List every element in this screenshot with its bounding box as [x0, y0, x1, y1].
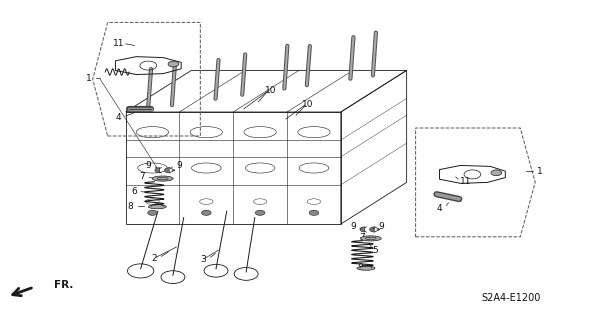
Circle shape	[255, 210, 265, 215]
Circle shape	[168, 61, 179, 67]
Circle shape	[309, 210, 319, 215]
Text: FR.: FR.	[54, 280, 73, 290]
Text: 10: 10	[264, 86, 276, 95]
Text: 8: 8	[127, 202, 133, 211]
Text: 7: 7	[359, 233, 365, 242]
Text: 11: 11	[459, 177, 471, 186]
Text: 4: 4	[115, 113, 121, 122]
Text: 7: 7	[139, 172, 145, 181]
Text: 6: 6	[131, 187, 137, 196]
Circle shape	[491, 170, 502, 176]
Wedge shape	[155, 168, 160, 173]
Text: 11: 11	[112, 39, 124, 48]
Ellipse shape	[360, 236, 382, 241]
Ellipse shape	[152, 176, 173, 181]
Ellipse shape	[148, 205, 166, 209]
Text: 9: 9	[145, 161, 151, 170]
Text: 1: 1	[537, 167, 543, 176]
Text: 9: 9	[176, 161, 182, 170]
Text: 5: 5	[372, 246, 378, 255]
Wedge shape	[164, 168, 169, 173]
Text: S2A4-E1200: S2A4-E1200	[481, 293, 541, 303]
Text: 4: 4	[437, 204, 443, 212]
Wedge shape	[370, 227, 374, 232]
Text: 2: 2	[151, 254, 157, 263]
Text: 9: 9	[350, 222, 356, 231]
Text: 9: 9	[379, 222, 385, 231]
Circle shape	[148, 210, 157, 215]
Wedge shape	[360, 227, 365, 232]
Ellipse shape	[357, 266, 375, 270]
Text: 8: 8	[358, 263, 364, 272]
Text: 3: 3	[200, 255, 206, 264]
Text: 1: 1	[86, 74, 91, 83]
Circle shape	[202, 210, 211, 215]
Text: 10: 10	[302, 100, 314, 109]
